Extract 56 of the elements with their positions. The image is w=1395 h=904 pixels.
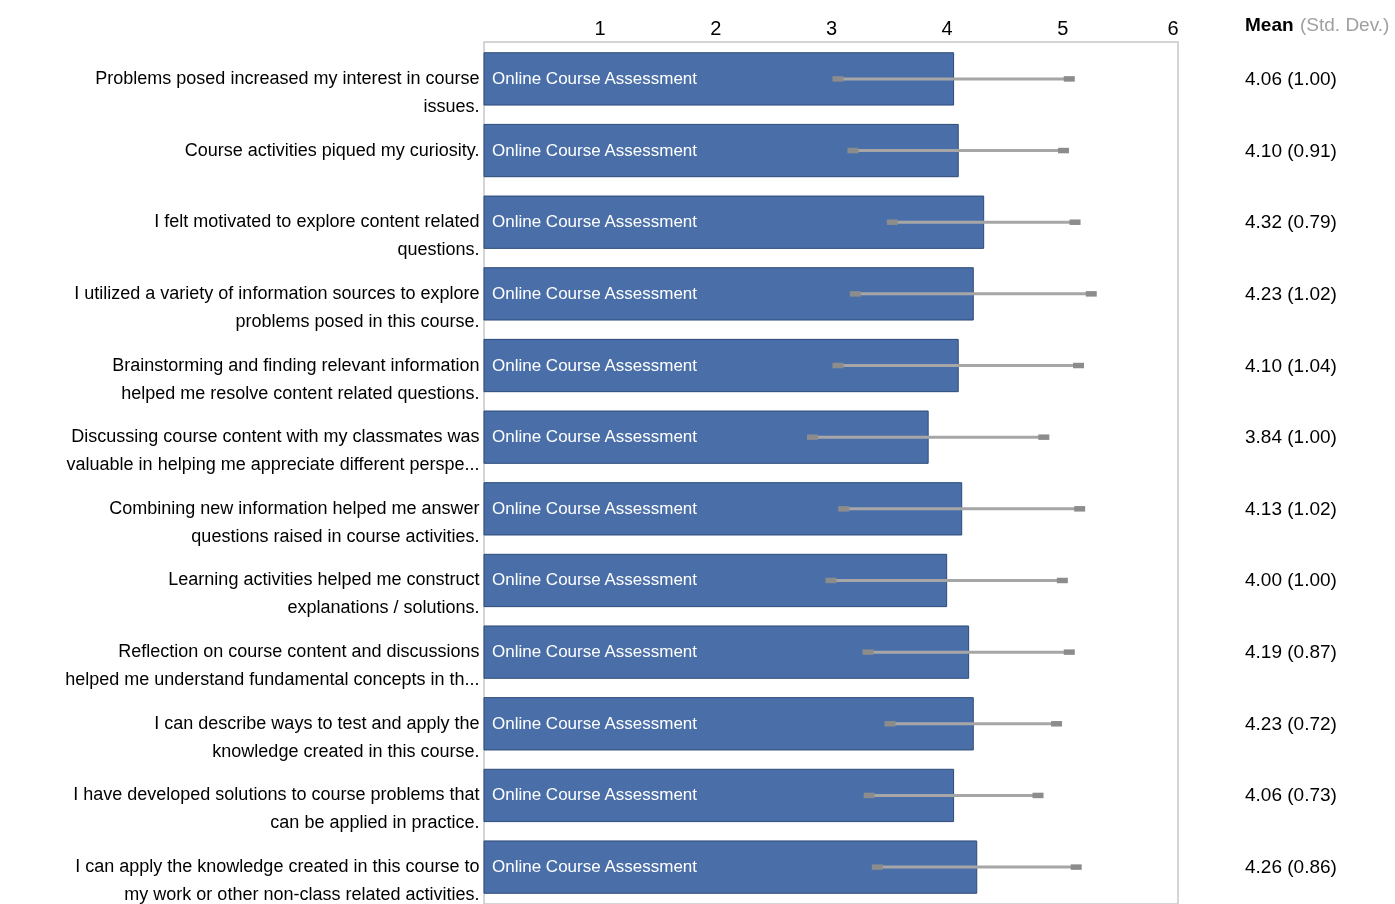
text: Online Course Assessment <box>492 427 698 447</box>
text: 4.26 (0.86) <box>1245 856 1337 878</box>
series-label: Online Course Assessment <box>492 68 698 88</box>
bar <box>483 553 948 608</box>
bar <box>483 840 978 894</box>
bar <box>483 410 929 464</box>
text: Online Course Assessment <box>492 713 698 733</box>
text: Online Course Assessment <box>492 857 698 877</box>
text: 4.06 (1.00) <box>1245 67 1337 89</box>
y-tick-label: Course activities piqued my curiosity. <box>184 139 480 160</box>
bar <box>483 267 974 321</box>
text: Online Course Assessment <box>492 212 698 232</box>
text: 3.84 (1.00) <box>1245 426 1337 448</box>
y-tick-label: I can describe ways to test and apply the knowledge created in this course. <box>154 712 480 761</box>
text: (Std. Dev.) <box>1300 14 1390 35</box>
text: 4.13 (1.02) <box>1245 497 1337 519</box>
y-tick-label: Combining new information helped me answer questions raised in course activities. <box>109 497 480 546</box>
y-tick-label: Reflection on course content and discussions helped me understand fundamental concepts in th... <box>65 641 480 690</box>
x-tick-label: 3 <box>825 16 838 39</box>
text: 4.32 (0.79) <box>1245 211 1337 233</box>
text: 4.23 (1.02) <box>1245 282 1337 304</box>
bar <box>483 195 985 249</box>
text: 4.00 (1.00) <box>1245 569 1337 591</box>
bar <box>483 338 959 393</box>
x-tick-label: 4 <box>941 16 953 39</box>
text: Online Course Assessment <box>492 140 698 160</box>
x-tick-label: 5 <box>1057 16 1069 39</box>
bar <box>483 482 963 536</box>
y-tick-label: I can apply the knowledge created in this course to my work or other non-class related activities. <box>75 856 480 904</box>
text: 4.10 (0.91) <box>1245 139 1337 161</box>
text: 4.23 (0.72) <box>1245 712 1337 734</box>
y-tick-label: I felt motivated to explore content related questions. <box>154 211 480 260</box>
text: Online Course Assessment <box>492 283 698 303</box>
text: Online Course Assessment <box>492 570 698 590</box>
y-tick-label: Discussing course content with my classmates was valuable in helping me appreciate different perspe... <box>66 426 480 475</box>
text: Online Course Assessment <box>492 642 698 662</box>
y-tick-label: I utilized a variety of information sources to explore problems posed in this course. <box>74 282 480 331</box>
text: 4.19 (0.87) <box>1245 641 1337 663</box>
text: Online Course Assessment <box>492 785 698 805</box>
text: Online Course Assessment <box>492 498 698 518</box>
bar <box>483 697 974 751</box>
x-tick-label: 1 <box>594 16 606 39</box>
text: 4.06 (0.73) <box>1245 784 1337 806</box>
text: 4.10 (1.04) <box>1245 354 1337 376</box>
y-tick-label: Brainstorming and finding relevant information helped me resolve content related questions. <box>112 354 480 403</box>
x-tick-label: 6 <box>1167 16 1179 39</box>
text: Online Course Assessment <box>492 355 698 375</box>
bar <box>483 52 955 106</box>
y-tick-label: Learning activities helped me construct explanations / solutions. <box>168 569 480 618</box>
text: Mean <box>1245 14 1294 35</box>
bar <box>483 768 955 823</box>
y-tick-label: Problems posed increased my interest in course issues. <box>95 67 480 116</box>
bar <box>483 625 970 679</box>
bar <box>483 123 959 178</box>
y-tick-label: I have developed solutions to course problems that can be applied in practice. <box>73 784 480 833</box>
x-tick-label: 2 <box>710 16 722 39</box>
